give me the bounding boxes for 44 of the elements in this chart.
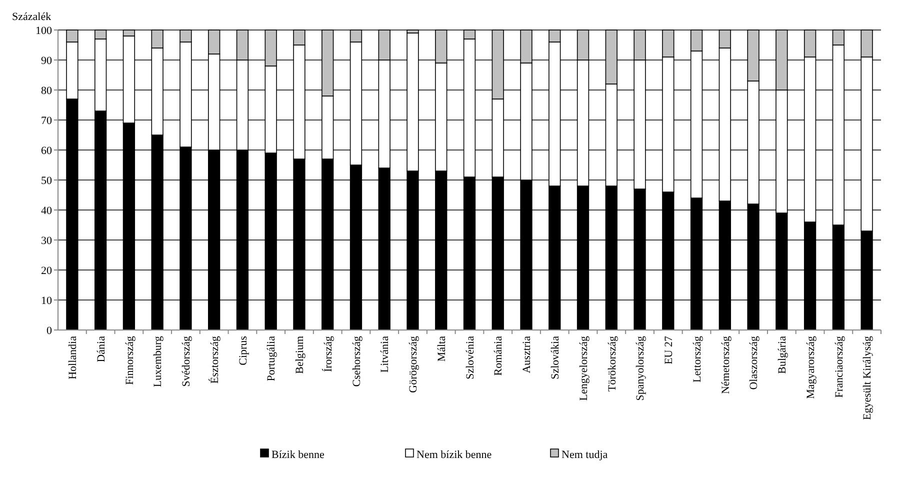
x-tick-label: Törökország bbox=[606, 336, 618, 392]
x-tick-label: Málta bbox=[436, 336, 448, 362]
y-tick-label: 0 bbox=[46, 324, 52, 337]
y-tick-label: 90 bbox=[41, 54, 52, 67]
x-tick-label: Belgium bbox=[294, 336, 306, 374]
x-tick-label: Spanyolország bbox=[634, 336, 647, 401]
x-tick-label: Litvánia bbox=[379, 336, 392, 373]
x-tick-label: EU 27 bbox=[663, 336, 676, 364]
y-tick-label: 50 bbox=[41, 174, 52, 187]
x-tick-label: Bulgária bbox=[776, 336, 789, 374]
y-tick-label: 30 bbox=[41, 234, 52, 247]
x-tick-label: Románia bbox=[492, 336, 505, 376]
x-tick-label: Ciprus bbox=[237, 336, 250, 366]
x-tick-label: Írország bbox=[321, 336, 334, 372]
x-tick-label: Görögország bbox=[408, 336, 420, 393]
x-tick-label: Luxemburg bbox=[152, 336, 164, 388]
x-tick-label: Hollandia bbox=[67, 336, 80, 380]
x-tick-label: Portugália bbox=[266, 336, 278, 382]
x-tick-label: Csehország bbox=[350, 336, 363, 387]
legend-label: Nem bízik benne bbox=[416, 448, 492, 461]
y-axis-title: Százalék bbox=[12, 11, 52, 23]
y-tick-label: 10 bbox=[41, 294, 52, 307]
legend-label: Bízik benne bbox=[272, 448, 324, 461]
y-tick-label: 70 bbox=[41, 114, 52, 127]
x-tick-label: Lettország bbox=[691, 336, 704, 382]
y-tick-label: 100 bbox=[36, 24, 52, 37]
x-tick-label: Egyesült Királyság bbox=[862, 336, 874, 420]
x-tick-label: Lengyelország bbox=[578, 336, 590, 401]
x-tick-label: Svédország bbox=[180, 336, 193, 387]
x-tick-label: Ausztria bbox=[521, 336, 534, 374]
x-tick-label: Olaszország bbox=[748, 336, 760, 390]
y-tick-label: 40 bbox=[41, 204, 52, 217]
y-tick-label: 20 bbox=[41, 264, 52, 277]
x-tick-label: Szlovákia bbox=[549, 336, 562, 380]
x-tick-label: Szlovénia bbox=[464, 336, 476, 380]
x-tick-label: Franciaország bbox=[833, 336, 846, 398]
x-tick-label: Észtország bbox=[208, 336, 221, 384]
x-tick-label: Németország bbox=[720, 336, 732, 394]
x-tick-label: Magyarország bbox=[804, 336, 817, 399]
x-tick-label: Finnország bbox=[124, 336, 136, 385]
y-tick-label: 60 bbox=[41, 144, 52, 157]
legend-label: Nem tudja bbox=[562, 448, 608, 461]
y-tick-label: 80 bbox=[41, 84, 52, 97]
x-tick-label: Dánia bbox=[95, 336, 108, 362]
